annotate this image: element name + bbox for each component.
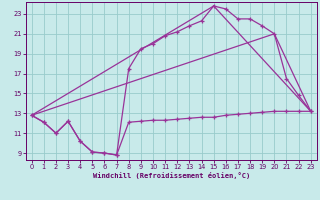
X-axis label: Windchill (Refroidissement éolien,°C): Windchill (Refroidissement éolien,°C) — [92, 172, 250, 179]
